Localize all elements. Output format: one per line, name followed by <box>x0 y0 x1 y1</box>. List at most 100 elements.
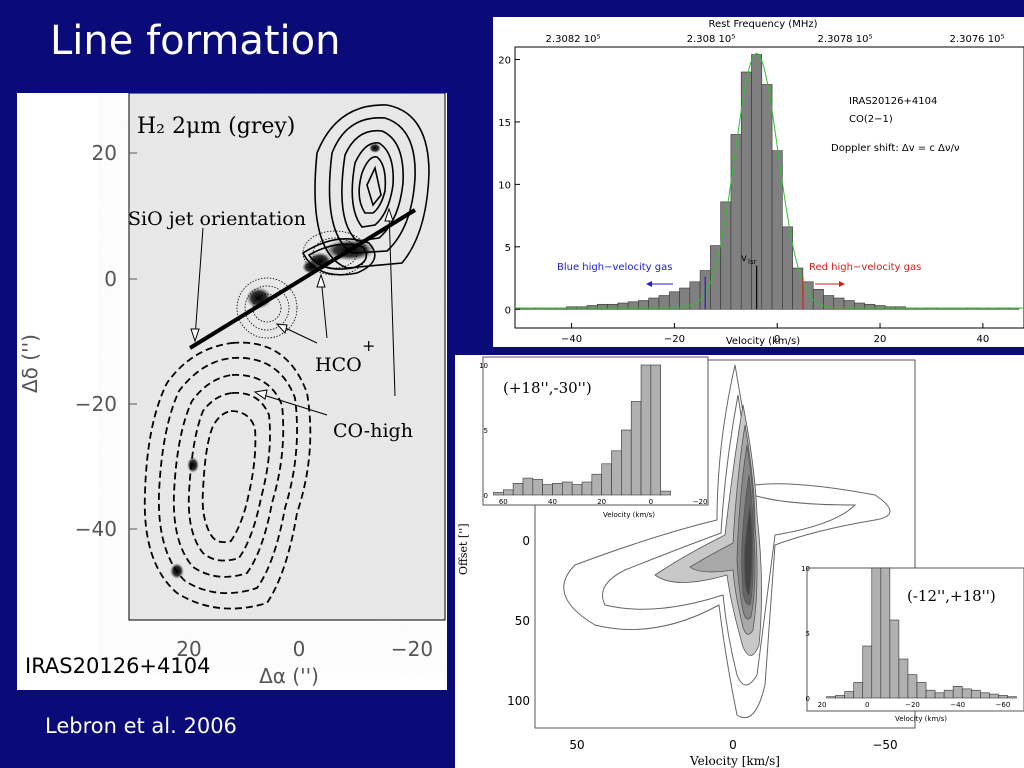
inset-bar <box>601 463 612 496</box>
annotation-co-high: CO-high <box>333 420 413 442</box>
spectrum-y-tick-label: 0 <box>505 305 511 316</box>
spectrum-bar <box>586 305 598 310</box>
spectrum-top-ticks: 2.3082 10⁵ 2.308 10⁵ 2.3078 10⁵ 2.3076 1… <box>546 34 1005 45</box>
inset-x-tick-label: −20 <box>693 498 708 506</box>
spectrum-y-ticks: 0 5 10 15 20 <box>498 55 520 316</box>
inset-bar <box>512 483 524 496</box>
pv-x-tick: −50 <box>872 738 897 752</box>
inset-bar <box>640 364 652 496</box>
spectrum-top-tick: 2.3082 10⁵ <box>546 34 601 45</box>
spectrum-y-tick-label: 15 <box>498 118 511 129</box>
co-spectrum-panel: Rest Frequency (MHz) 2.3082 10⁵ 2.308 10… <box>493 17 1024 347</box>
slide-credit: Lebron et al. 2006 <box>45 714 237 738</box>
pv-filled-contours <box>654 404 762 656</box>
inset-bar <box>943 689 954 699</box>
spectrum-bar <box>864 303 876 310</box>
spectrum-x-tick-label: −20 <box>664 334 685 345</box>
blue-arrowhead <box>646 281 652 287</box>
spectrum-bar <box>792 267 804 310</box>
inset-bar <box>952 685 963 699</box>
inset-x-tick-label: −20 <box>905 701 920 709</box>
map-object-label: IRAS20126+4104 <box>25 654 210 678</box>
map-xlabel: Δα ('') <box>259 664 319 688</box>
spectrum-line-label: CO(2−1) <box>849 114 893 125</box>
map-heading: H₂ 2μm (grey) <box>137 114 295 139</box>
spectrum-x-tick-label: 20 <box>874 334 887 345</box>
annotation-hco-sup: + <box>362 336 375 355</box>
inset-bar <box>571 484 583 496</box>
co-spectrum-chart: Rest Frequency (MHz) 2.3082 10⁵ 2.308 10… <box>498 19 1024 347</box>
inset-bar <box>630 401 642 496</box>
inset-bar <box>826 696 836 699</box>
inset-bar <box>871 567 882 699</box>
inset-bar <box>907 674 918 699</box>
inset-bar <box>862 645 873 699</box>
spectrum-frame <box>514 46 1024 329</box>
pv-x-tick: 0 <box>729 738 737 752</box>
spectrum-bar <box>730 134 742 310</box>
grey-image-noise <box>129 93 445 620</box>
inset-bar <box>961 688 972 699</box>
inset-bar <box>970 689 981 699</box>
h2-map-figure: H₂ 2μm (grey) SiO jet orientation HCO + … <box>18 93 446 688</box>
red-arrowhead <box>839 281 845 287</box>
inset-bar <box>522 477 534 496</box>
inset-x-tick-label: 0 <box>649 498 653 506</box>
spectrum-y-tick-label: 5 <box>505 243 511 254</box>
map-x-tick: 20 <box>176 637 201 661</box>
inset2-x-ticks: 20 0 −20 −40 −60 <box>818 701 1011 709</box>
spectrum-bar <box>596 303 608 310</box>
inset2-bars <box>826 567 1017 699</box>
pv-diagram-panel: 50 0 −50 0 50 100 Velocity [km/s] Offset… <box>455 355 1024 768</box>
inset-x-tick-label: −40 <box>950 701 965 709</box>
pv-y-tick: 50 <box>515 614 530 628</box>
map-frame <box>128 93 446 621</box>
h2-knot-s1 <box>187 457 199 473</box>
inset-bar <box>835 695 845 699</box>
spectrum-bar <box>607 303 619 310</box>
spectrum-bar <box>740 71 752 310</box>
inset-bar <box>998 695 1008 699</box>
spectrum-bar <box>668 291 680 310</box>
pv-ylabel: Offset [''] <box>457 523 470 575</box>
spectrum-bar <box>761 84 773 310</box>
inset-bar <box>1007 696 1017 699</box>
inset-bar <box>552 483 563 496</box>
inset-x-tick-label: −60 <box>996 701 1011 709</box>
inset-y-tick-label: 10 <box>479 362 488 370</box>
co-high-blue-contours <box>143 341 312 610</box>
pv-diagram-figure: 50 0 −50 0 50 100 Velocity [km/s] Offset… <box>457 356 1024 768</box>
inset-spectrum-2: (-12'',+18'') Velocity (km/s) 20 0 −20 −40 −… <box>801 565 1024 723</box>
inset-bar <box>925 689 936 699</box>
pv-frame <box>534 359 916 729</box>
map-y-tickmarks <box>129 152 137 530</box>
inset-bar <box>980 692 990 699</box>
inset-x-tick-label: 20 <box>597 498 606 506</box>
spectrum-bar <box>658 295 670 310</box>
spectrum-source-label: IRAS20126+4104 <box>849 96 937 107</box>
sio-jet-line <box>188 208 417 350</box>
map-x-ticks: 20 0 −20 <box>176 637 433 661</box>
inset1-xlabel: Velocity (km/s) <box>603 511 655 519</box>
inset1-bars <box>493 364 671 496</box>
spectrum-y-tick-label: 20 <box>498 55 511 66</box>
slide-title: Line formation <box>50 18 341 64</box>
annotation-hco: HCO <box>315 354 362 376</box>
inset-bar <box>889 619 900 699</box>
spectrum-x-tick-label: −40 <box>561 334 582 345</box>
vlsr-label: v <box>741 253 747 264</box>
inset-bar <box>611 450 622 496</box>
inset-bar <box>844 691 854 699</box>
spectrum-x-tick-label: 40 <box>977 334 990 345</box>
h2-knot-n <box>369 143 381 153</box>
inset-y-tick-label: 0 <box>484 492 488 500</box>
red-gas-label: Red high−velocity gas <box>809 262 921 273</box>
spectrum-markers <box>646 265 845 310</box>
inset-bar <box>934 692 945 699</box>
pv-y-tick: 0 <box>522 534 530 548</box>
pv-y-tick: 100 <box>507 694 530 708</box>
inset-bar <box>493 492 504 496</box>
spectrum-top-tick: 2.308 10⁵ <box>687 34 736 45</box>
pv-y-ticks: 0 50 100 <box>507 534 530 708</box>
inset-bar <box>650 364 662 496</box>
